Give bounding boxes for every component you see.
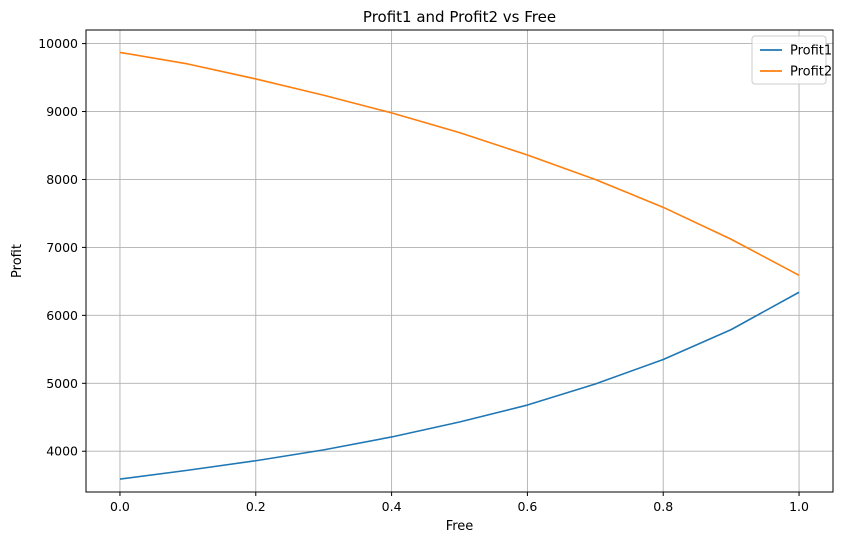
y-tick-label: 7000 xyxy=(46,240,78,255)
x-axis-label: Free xyxy=(446,519,474,534)
x-tick-label: 0.8 xyxy=(653,499,673,514)
y-tick-label: 8000 xyxy=(46,172,78,187)
plot-frame xyxy=(85,29,834,493)
chart-title: Profit1 and Profit2 vs Free xyxy=(363,8,556,26)
legend: Profit1 Profit2 xyxy=(751,35,832,85)
series-line-profit2 xyxy=(119,51,800,276)
legend-label: Profit2 xyxy=(790,65,832,80)
y-tick-label: 4000 xyxy=(46,444,78,459)
y-tick-label: 9000 xyxy=(46,104,78,119)
ticks: 0.0 0.2 0.4 0.6 0.8 1.0 4000 5000 6000 7000 8000 90… xyxy=(38,36,809,514)
y-tick-label: 10000 xyxy=(38,36,78,51)
y-tick-label: 5000 xyxy=(46,376,78,391)
x-tick-label: 0.6 xyxy=(517,499,537,514)
series-group xyxy=(119,51,800,480)
x-tick-label: 0.0 xyxy=(110,499,130,514)
y-tick-label: 6000 xyxy=(46,308,78,323)
grid xyxy=(86,30,833,492)
legend-box xyxy=(751,35,827,85)
x-tick-label: 0.4 xyxy=(382,499,402,514)
series-line-profit1 xyxy=(119,291,800,480)
x-tick-label: 1.0 xyxy=(789,499,809,514)
legend-label: Profit1 xyxy=(790,44,832,59)
x-tick-label: 0.2 xyxy=(246,499,266,514)
y-axis-label: Profit xyxy=(10,244,25,278)
